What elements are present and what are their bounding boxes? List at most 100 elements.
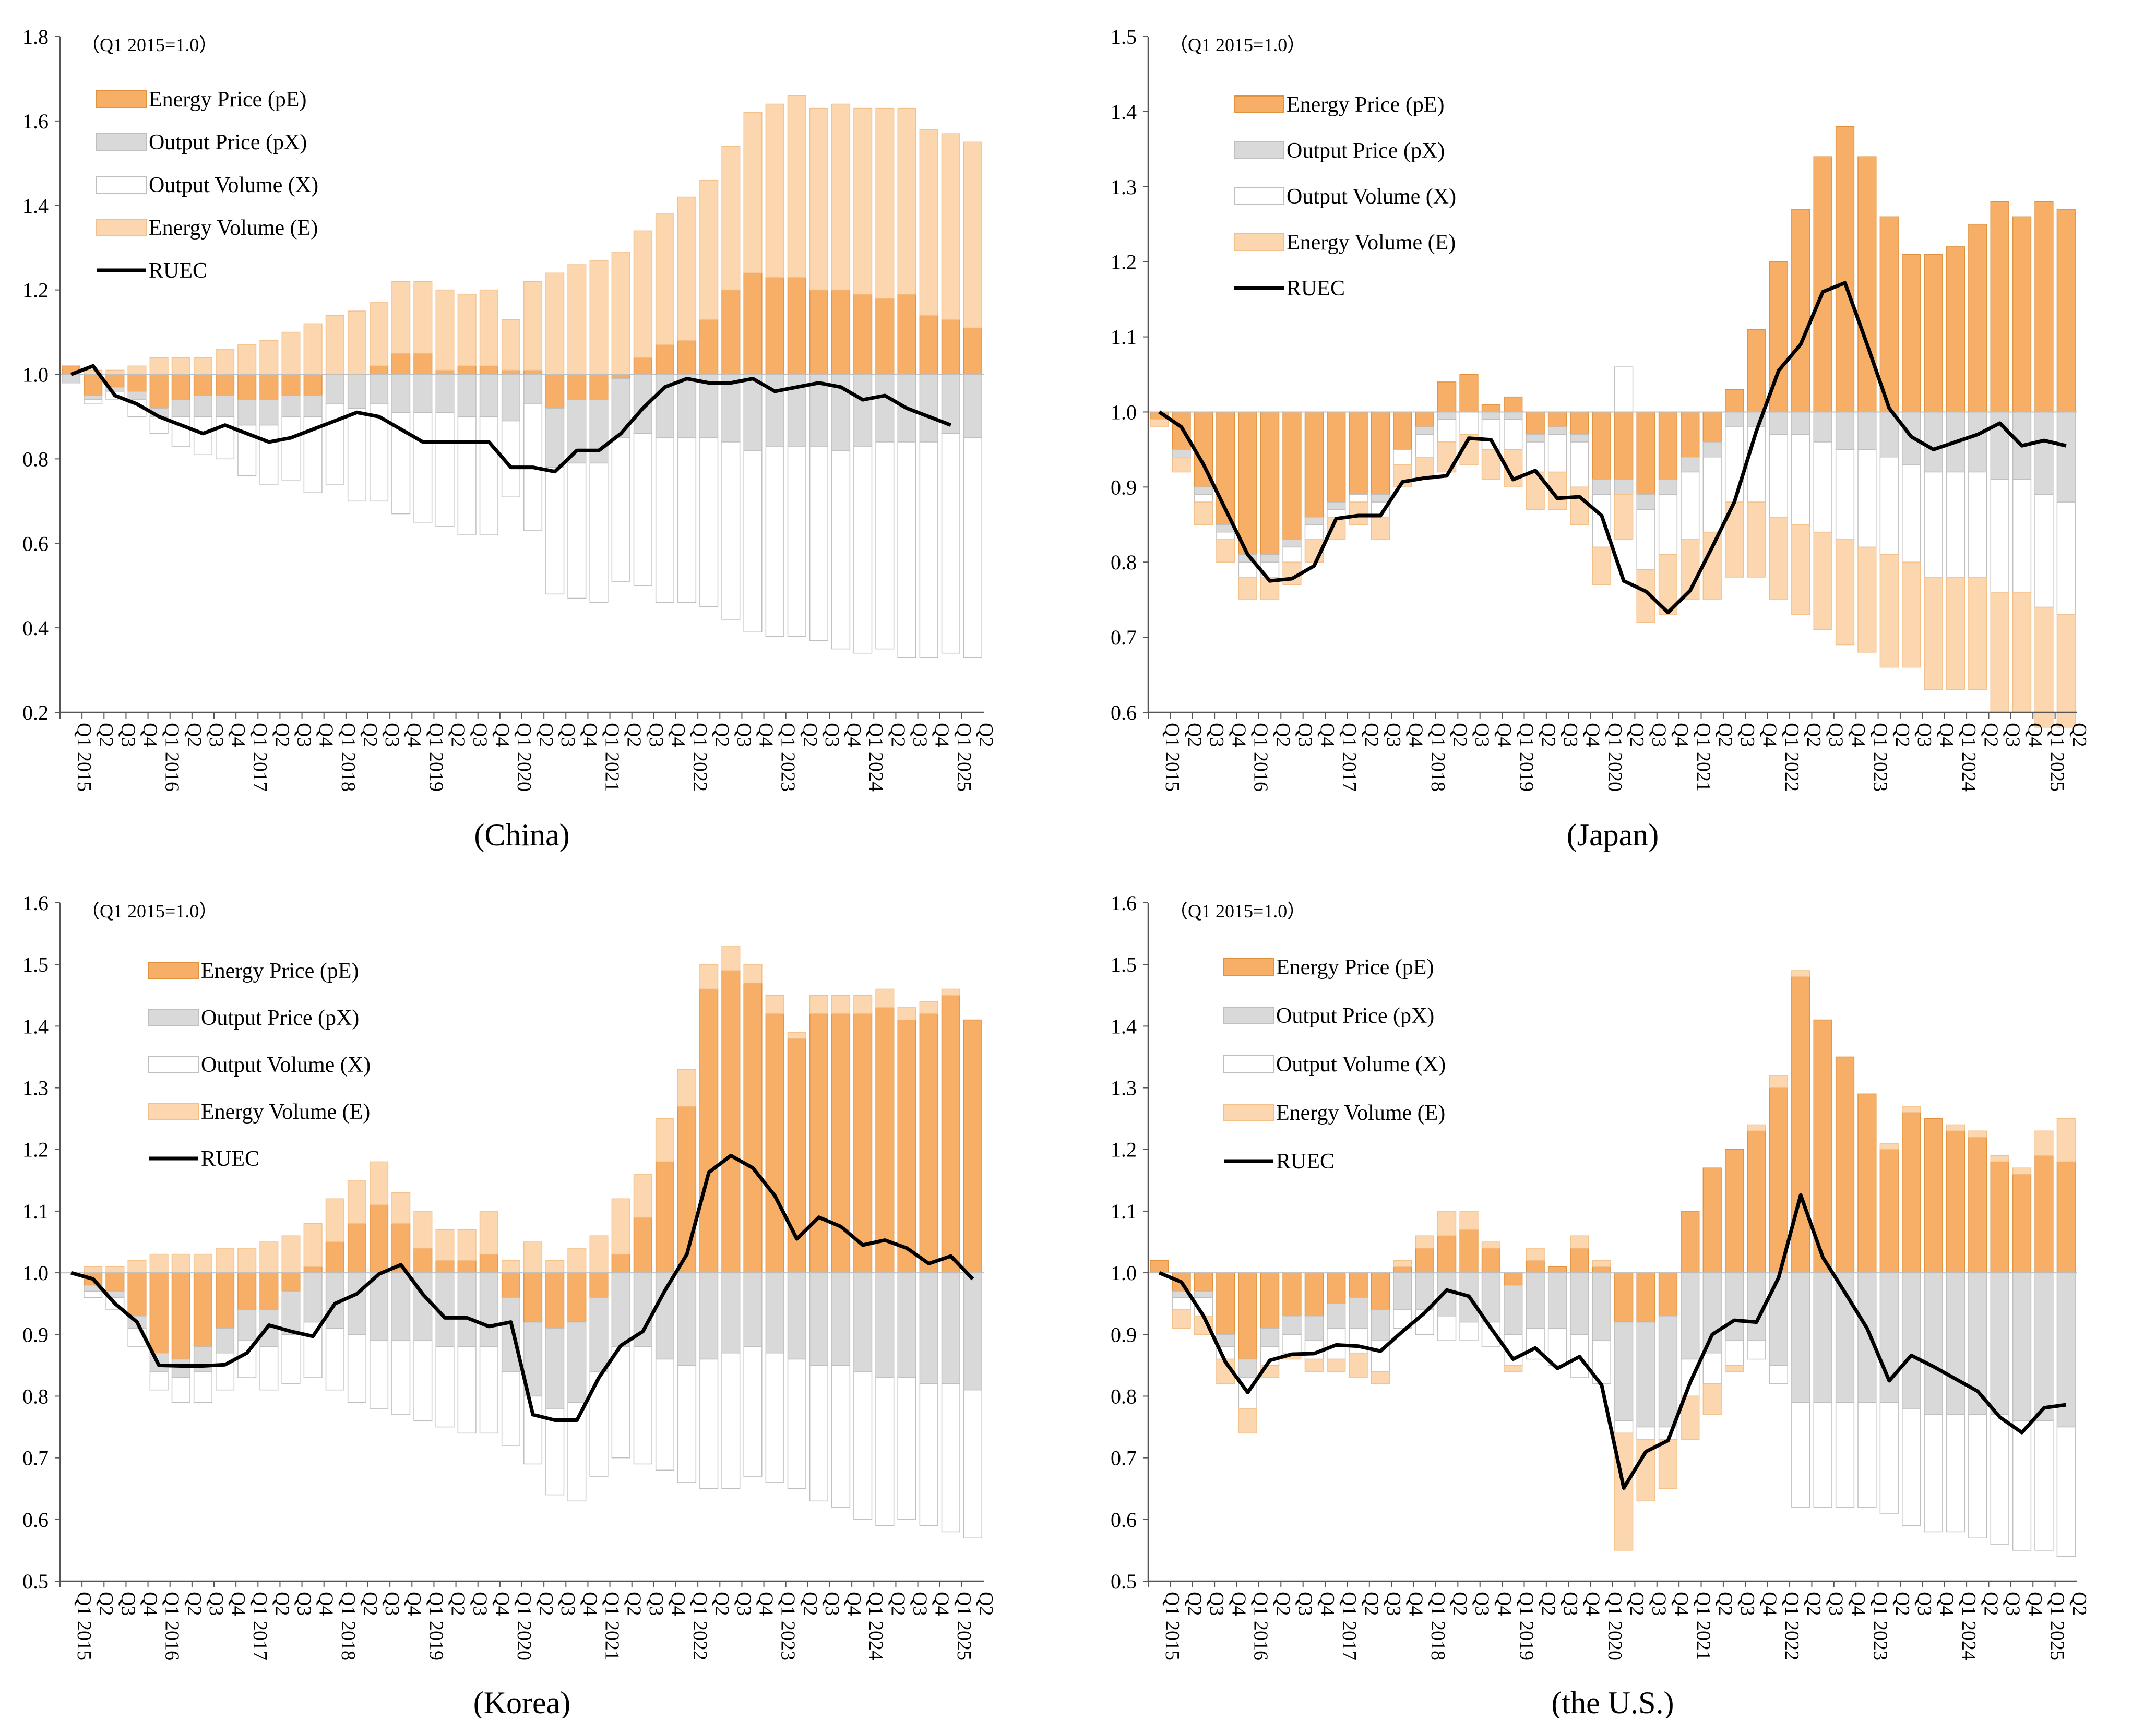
bar-energy-volume [105,1266,125,1273]
bar-output-price [1437,411,1457,420]
y-tick-label: 0.7 [1111,1447,1137,1470]
bar-output-volume [1216,531,1235,540]
bar-output-volume [831,450,851,650]
bar-energy-price [611,374,630,379]
bar-energy-volume [1879,1143,1899,1150]
bar-output-volume [171,1377,190,1403]
bar-output-volume [1946,471,1966,578]
base-note: （Q1 2015=1.0） [81,901,218,922]
bar-output-price [523,374,543,404]
legend-label: Energy Volume (E) [1287,231,1456,255]
x-tick-label: Q4 [139,1592,161,1616]
bar-energy-price [589,1272,609,1298]
bar-energy-price [2056,1161,2076,1273]
x-tick-label: Q4 [1493,1592,1515,1616]
bar-output-volume [479,416,498,535]
bar-output-price [1415,1272,1434,1310]
bar-output-price [1504,411,1523,420]
legend-label: Output Price (pX) [149,130,307,154]
bar-output-volume [370,1340,389,1409]
bar-energy-volume [171,357,190,375]
bar-energy-price [303,374,323,396]
bar-energy-price [1990,1161,2009,1273]
bar-energy-price [105,1272,125,1292]
bar-energy-volume [1614,494,1634,540]
bar-output-price [765,1272,784,1354]
bar-output-price [963,1272,982,1391]
x-tick-label: Q4 [755,723,777,747]
bar-output-volume [677,437,697,603]
bar-energy-price [589,374,609,400]
x-tick-label: Q1 2021 [1692,1592,1714,1660]
bar-output-price [1902,1272,1921,1409]
bar-output-volume [1459,411,1479,435]
bar-output-volume [1481,419,1501,450]
y-tick-label: 1.6 [22,110,49,133]
x-tick-label: Q4 [1316,1592,1338,1616]
x-tick-label: Q2 [887,1592,909,1616]
x-tick-label: Q2 [271,1592,293,1616]
bar-output-volume [1879,457,1899,555]
bar-output-price [1371,1309,1390,1341]
x-tick-label: Q4 [1847,1592,1869,1616]
bar-energy-volume [1813,531,1832,630]
bar-output-price [457,1272,477,1347]
bar-energy-volume [149,357,169,375]
bar-output-price [1194,1290,1213,1298]
x-tick-label: Q3 [909,1592,931,1616]
x-tick-label: Q2 [1626,1592,1648,1616]
bar-output-price [567,1321,587,1403]
bar-energy-volume [1769,517,1788,600]
ruec-line [1158,281,2067,615]
bar-energy-price [545,1272,565,1329]
x-tick-label: Q1 2019 [425,723,447,792]
bar-energy-price [1835,126,1855,413]
bar-energy-volume [216,349,235,375]
x-tick-label: Q2 [1891,1592,1913,1616]
bar-energy-volume [2034,1130,2054,1156]
x-tick-label: Q2 [2068,723,2090,747]
bar-energy-price [1393,1266,1412,1273]
x-tick-label: Q1 2018 [337,723,359,792]
x-tick-label: Q1 2024 [865,723,887,792]
panel-title: (Japan) [1567,818,1659,852]
bar-energy-volume [2034,606,2054,728]
bar-output-volume [1902,464,1921,563]
bar-output-price [391,374,411,413]
bar-energy-price [413,1248,433,1273]
bar-output-price [1592,1272,1611,1341]
panel-title: (China) [474,818,569,852]
bar-output-volume [1194,494,1213,503]
bar-output-volume [1747,1340,1766,1360]
bar-output-price [303,1272,323,1323]
bar-output-volume [1724,426,1744,503]
bar-output-volume [545,1408,565,1496]
legend-label: Output Volume (X) [1276,1053,1446,1077]
bar-output-volume [1946,1414,1966,1533]
bar-output-volume [1614,366,1634,413]
y-tick-label: 1.4 [1111,1014,1137,1038]
bar-output-price [370,1272,389,1341]
bar-output-price [1724,411,1744,427]
x-tick-label: Q2 [535,1592,557,1616]
bar-output-volume [303,1321,323,1378]
x-tick-label: Q4 [227,723,249,747]
panel-title: (Korea) [473,1686,571,1718]
bar-energy-price [1304,411,1324,518]
x-tick-label: Q2 [799,723,821,747]
x-tick-label: Q3 [117,723,139,747]
bar-energy-price [963,1019,982,1273]
bar-output-volume [963,1389,982,1539]
bar-energy-volume [1968,1130,1987,1138]
bar-energy-price [149,374,169,409]
y-tick-label: 0.8 [1111,1384,1137,1408]
bar-output-volume [2034,1420,2054,1551]
bar-energy-price [1415,1248,1434,1273]
x-tick-label: Q3 [1206,1592,1228,1616]
bar-energy-price [1437,381,1457,413]
bar-output-volume [1415,434,1434,458]
x-tick-label: Q4 [1758,1592,1780,1616]
bar-output-volume [611,1346,630,1459]
bar-output-price [545,1328,565,1409]
x-tick-label: Q3 [1913,1592,1935,1616]
